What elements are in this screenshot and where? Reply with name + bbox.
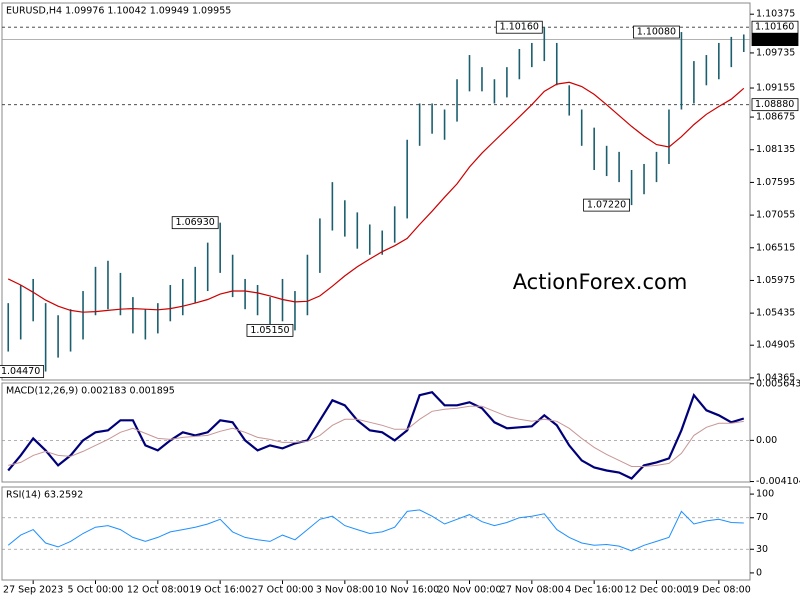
indicator-line xyxy=(7,509,744,552)
y-tick-label: 1.06515 xyxy=(756,242,795,253)
y-tick-label: -0.004104 xyxy=(756,476,800,487)
indicator-line xyxy=(7,390,745,480)
panel-frame xyxy=(1,382,751,483)
annotation-box xyxy=(583,198,630,212)
x-tick-label: 27 Nov 08:00 xyxy=(500,585,564,596)
annotation-box xyxy=(246,323,294,337)
annotation-label: 1.10160 xyxy=(500,22,539,33)
y-tick-label: 1.07055 xyxy=(756,210,795,221)
y-tick-label: 1.05975 xyxy=(756,275,795,286)
moving-average xyxy=(7,81,745,313)
x-tick-label: 4 Dec 16:00 xyxy=(565,585,623,596)
level-label: 1.08880 xyxy=(755,99,794,110)
x-tick-label: 10 Nov 16:00 xyxy=(375,585,439,596)
annotation-label: 1.06930 xyxy=(176,217,215,228)
level-box xyxy=(751,98,799,112)
annotation-label: 1.07220 xyxy=(587,200,626,211)
x-tick-label: 12 Dec 00:00 xyxy=(625,585,689,596)
y-tick-label: 1.08675 xyxy=(756,112,795,123)
panel-title: EURUSD,H4 1.09976 1.10042 1.09949 1.0995… xyxy=(6,6,231,17)
y-tick-label: 0.005643 xyxy=(756,378,800,389)
annotation-box xyxy=(0,365,45,378)
x-tick-label: 27 Oct 00:00 xyxy=(252,585,314,596)
y-tick-label: 30 xyxy=(756,544,768,555)
y-tick-label: 1.04905 xyxy=(756,340,795,351)
y-tick-label: 1.09155 xyxy=(756,83,795,94)
level-box xyxy=(751,33,799,47)
x-tick-label: 27 Sep 2023 xyxy=(3,585,63,596)
level-label: 1.09955 xyxy=(755,34,794,45)
y-tick-label: 1.09735 xyxy=(756,47,795,58)
y-tick-label: 1.05435 xyxy=(756,308,795,319)
x-tick-label: 3 Nov 08:00 xyxy=(316,585,374,596)
annotation-label: 1.10080 xyxy=(637,27,676,38)
y-tick-label: 1.04365 xyxy=(756,372,795,383)
panel-title: RSI(14) 63.2592 xyxy=(6,490,83,501)
y-tick-label: 0 xyxy=(756,567,762,578)
level-box xyxy=(751,20,799,34)
y-tick-label: 100 xyxy=(756,489,774,500)
x-tick-label: 5 Oct 00:00 xyxy=(68,585,124,596)
annotation-label: 1.05150 xyxy=(250,325,289,336)
indicator-line xyxy=(8,405,744,467)
y-tick-label: 0.00 xyxy=(756,435,777,446)
y-tick-label: 1.07595 xyxy=(756,177,795,188)
annotation-label: 1.04470 xyxy=(1,366,40,377)
level-label: 1.10160 xyxy=(755,22,794,33)
y-tick-label: 1.08135 xyxy=(756,144,795,155)
y-tick-label: 1.10375 xyxy=(756,9,795,20)
y-tick-label: 70 xyxy=(756,512,768,523)
x-tick-label: 20 Nov 00:00 xyxy=(437,585,501,596)
panel-frame xyxy=(1,2,751,381)
panel-title: MACD(12,26,9) 0.002183 0.001895 xyxy=(6,386,175,397)
x-tick-label: 19 Oct 16:00 xyxy=(189,585,251,596)
annotation-box xyxy=(171,216,219,230)
annotation-box xyxy=(495,20,543,34)
x-tick-label: 12 Oct 08:00 xyxy=(127,585,189,596)
x-tick-label: 19 Dec 08:00 xyxy=(687,585,751,596)
panel-frame xyxy=(1,486,751,581)
annotation-box xyxy=(633,25,680,39)
watermark: ActionForex.com xyxy=(513,270,688,294)
